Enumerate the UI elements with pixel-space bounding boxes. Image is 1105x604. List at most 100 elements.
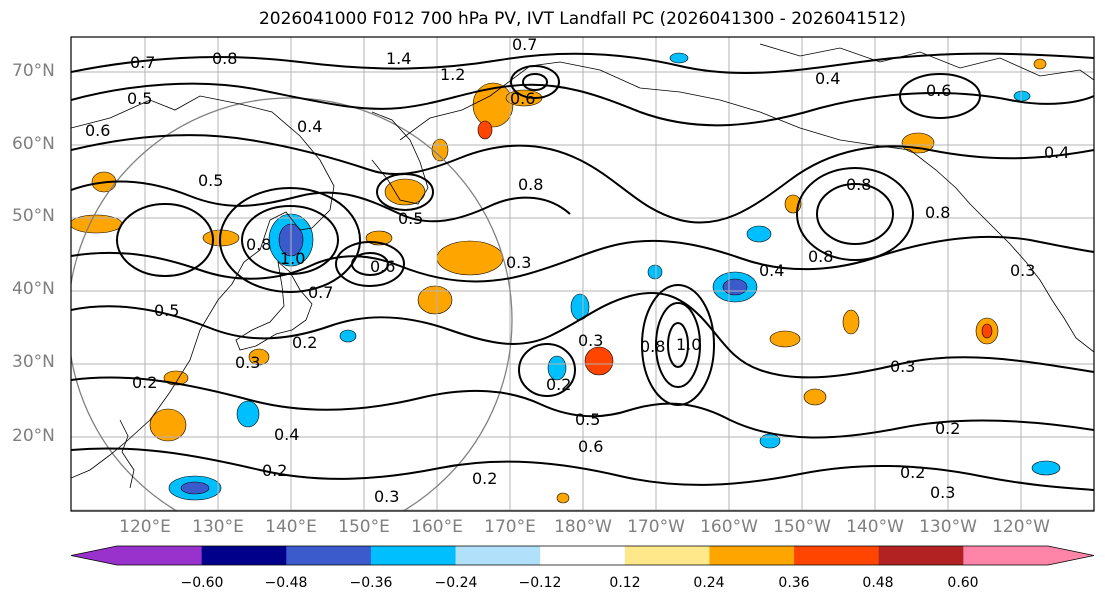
- contour-label: 0.8: [212, 49, 237, 68]
- shade-hot: [981, 323, 993, 339]
- contour-label: 0.5: [127, 89, 152, 108]
- lat-label: 20°N: [12, 426, 55, 446]
- contour-label: 0.8: [246, 235, 271, 254]
- colorbar-tick: 0.60: [947, 575, 979, 591]
- shade-warm: [417, 285, 453, 315]
- contour-line: [816, 183, 894, 245]
- contour-line: [655, 302, 701, 388]
- contour-labels: 0.7 0.8 1.4 1.2 0.7 0.5 0.6 0.4 0.6 0.4 …: [85, 35, 1069, 506]
- colorbar-segment: [963, 546, 1049, 565]
- shade-warm: [436, 240, 504, 276]
- lat-label: 70°N: [12, 61, 55, 81]
- colorbar-tick: −0.36: [349, 575, 393, 591]
- contour-label: 0.3: [578, 331, 603, 350]
- contour-line: [510, 65, 560, 99]
- shade-cold: [547, 355, 567, 381]
- shade-cold: [1013, 90, 1031, 102]
- contour-label: 0.8: [808, 247, 833, 266]
- contour-label: 0.3: [506, 253, 531, 272]
- contour-line: [241, 205, 339, 275]
- colorbar-segment: [709, 546, 795, 565]
- lat-label: 60°N: [12, 134, 55, 154]
- shading-layer: [71, 52, 1061, 504]
- contour-label: 0.6: [926, 81, 951, 100]
- gridlines: [71, 37, 1094, 511]
- contour-label: 0.8: [846, 175, 871, 194]
- contour-label: 0.7: [130, 53, 155, 72]
- shade-warm: [584, 346, 614, 376]
- contour-label: 0.5: [575, 410, 600, 429]
- contour-label: 0.2: [262, 461, 287, 480]
- colorbar-segment: [286, 546, 372, 565]
- lat-label: 50°N: [12, 206, 55, 226]
- coastline-kamchatka: [371, 111, 429, 205]
- shade-warm: [556, 492, 570, 504]
- contour-line: [641, 284, 715, 406]
- contour-label: 0.2: [292, 333, 317, 352]
- colorbar-tick: −0.48: [264, 575, 308, 591]
- contour-label: 1.2: [440, 65, 465, 84]
- coastline-japan: [235, 261, 313, 351]
- shade-cold: [722, 278, 748, 296]
- contour-label: 0.6: [370, 257, 395, 276]
- lon-label: 170°E: [484, 517, 536, 537]
- contour-line: [71, 376, 1094, 439]
- coastline-philippines: [119, 419, 135, 489]
- range-circle: [71, 97, 513, 511]
- contour-label: 0.2: [472, 469, 497, 488]
- colorbar-tick: 0.36: [778, 575, 810, 591]
- contour-line: [71, 291, 1094, 379]
- coastline-na-west: [969, 203, 1094, 353]
- contour-label: 0.4: [297, 117, 322, 136]
- lon-label: 130°E: [192, 517, 244, 537]
- colorbar-tick: −0.60: [180, 575, 224, 591]
- lon-label: 150°W: [773, 517, 831, 537]
- shade-cold: [759, 433, 781, 449]
- contour-label: 0.3: [235, 353, 260, 372]
- colorbar-segment: [878, 546, 964, 565]
- lon-label: 160°E: [411, 517, 463, 537]
- colorbar-tick: −0.24: [434, 575, 478, 591]
- colorbar-segment: [117, 546, 203, 565]
- contour-line: [219, 187, 361, 293]
- colorbar-tick: 0.48: [862, 575, 894, 591]
- contour-label: 1.4: [386, 49, 411, 68]
- contour-label: 0.2: [900, 463, 925, 482]
- contour-label: 0.8: [925, 203, 950, 222]
- shade-warm: [472, 82, 514, 128]
- contour-label: 0.2: [935, 419, 960, 438]
- contour-label: 0.2: [132, 373, 157, 392]
- contour-label: 1.0: [280, 249, 305, 268]
- map-frame: [70, 36, 1095, 512]
- contour-label: 0.3: [890, 357, 915, 376]
- lon-label: 160°W: [700, 517, 758, 537]
- shade-warm: [149, 408, 187, 442]
- contour-label: 0.4: [759, 261, 784, 280]
- colorbar-outline: [70, 545, 1095, 566]
- contour-line: [667, 322, 689, 368]
- shade-cold: [236, 400, 260, 428]
- lat-label: 40°N: [12, 279, 55, 299]
- colorbar-segment: [540, 546, 626, 565]
- contour-label: 0.6: [510, 89, 535, 108]
- shade-warm: [769, 330, 801, 348]
- contour-label: 0.2: [546, 375, 571, 394]
- colorbar-extend-high: [1048, 546, 1094, 565]
- contour-label: 0.4: [274, 425, 299, 444]
- contour-line: [71, 82, 1094, 127]
- contour-label: 0.7: [308, 283, 333, 302]
- contour-label: 0.3: [930, 483, 955, 502]
- contour-label: 0.6: [578, 437, 603, 456]
- contour-label: 0.5: [154, 301, 179, 320]
- contour-line: [376, 173, 434, 211]
- shade-cold: [647, 264, 663, 280]
- lon-label: 120°E: [119, 517, 171, 537]
- map-title: 2026041000 F012 700 hPa PV, IVT Landfall…: [258, 9, 906, 29]
- contour-line: [335, 241, 405, 287]
- colorbar-segment: [794, 546, 880, 565]
- lon-label: 120°W: [992, 517, 1050, 537]
- contour-label: 0.6: [85, 121, 110, 140]
- contour-label: 0.4: [1044, 143, 1069, 162]
- lon-label: 170°W: [627, 517, 685, 537]
- contour-line: [71, 134, 1094, 224]
